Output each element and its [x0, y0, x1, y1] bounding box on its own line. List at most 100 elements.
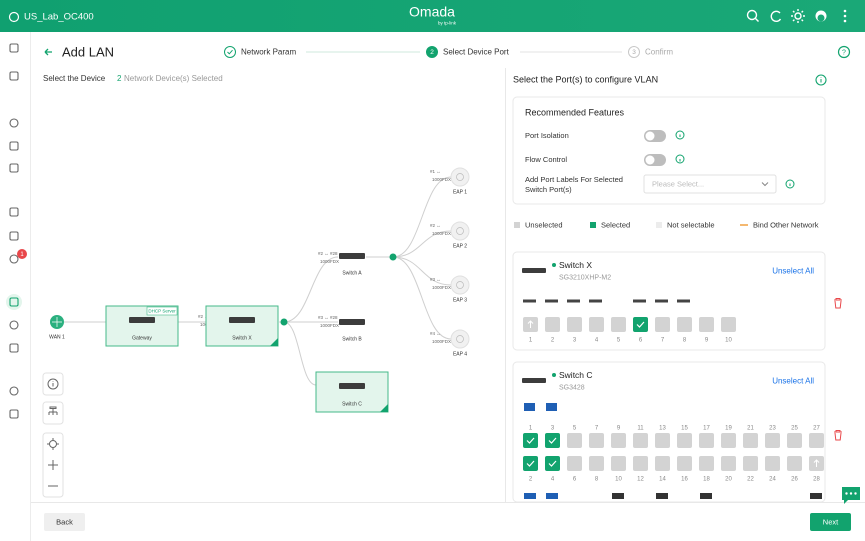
- port[interactable]: 7: [589, 426, 604, 448]
- info-icon[interactable]: [785, 179, 795, 189]
- next-button[interactable]: [810, 513, 851, 531]
- unselect-all[interactable]: Unselect All: [772, 267, 814, 276]
- port-labels-select[interactable]: [643, 174, 777, 194]
- chat-button[interactable]: [842, 487, 860, 504]
- device-node[interactable]: Gateway DHCP Server: [105, 305, 179, 347]
- device-node[interactable]: Switch X: [205, 305, 279, 347]
- port[interactable]: 4: [589, 317, 604, 344]
- port[interactable]: 28: [809, 456, 824, 483]
- port[interactable]: 17: [699, 426, 714, 448]
- port[interactable]: 18: [699, 456, 714, 483]
- port[interactable]: 14: [655, 456, 670, 483]
- more-button[interactable]: [843, 9, 847, 23]
- device-node[interactable]: WAN 1: [49, 315, 65, 340]
- nav-item[interactable]: [9, 163, 19, 173]
- port[interactable]: 10: [721, 317, 736, 344]
- port[interactable]: 16: [677, 456, 692, 483]
- locate-button[interactable]: [47, 438, 59, 450]
- port[interactable]: 6: [633, 317, 648, 344]
- port-square: [589, 456, 604, 471]
- port[interactable]: 4: [545, 456, 560, 483]
- nav-item[interactable]: [9, 118, 19, 128]
- port[interactable]: 19: [721, 426, 736, 448]
- device-node[interactable]: EAP 4: [450, 329, 470, 357]
- zoom-in-button[interactable]: [48, 460, 58, 470]
- device-node[interactable]: Switch C: [315, 371, 389, 413]
- back-button[interactable]: [44, 513, 85, 531]
- port-square: [721, 433, 736, 448]
- port[interactable]: 3: [545, 426, 560, 448]
- port[interactable]: 7: [655, 317, 670, 344]
- delete-button[interactable]: [834, 430, 842, 441]
- nav-item[interactable]: [9, 409, 19, 419]
- nav-item[interactable]: [9, 231, 19, 241]
- port[interactable]: 2: [523, 456, 538, 483]
- port[interactable]: 12: [633, 456, 648, 483]
- unselect-all[interactable]: Unselect All: [772, 377, 814, 386]
- info-icon[interactable]: [675, 130, 685, 140]
- search-button[interactable]: [746, 9, 759, 22]
- nav-item[interactable]: [9, 297, 19, 307]
- device-icon: [339, 383, 365, 389]
- port-check: [548, 437, 557, 444]
- device-node[interactable]: Switch A: [339, 253, 365, 276]
- port[interactable]: 9: [699, 317, 714, 344]
- ap-icon: [450, 167, 470, 187]
- port[interactable]: 15: [677, 426, 692, 448]
- tree-icon: [48, 406, 58, 415]
- top-bar: [0, 0, 865, 32]
- flow-control-toggle[interactable]: [644, 154, 666, 166]
- port[interactable]: 6: [567, 456, 582, 483]
- port[interactable]: 3: [567, 317, 582, 344]
- port-number: 5: [617, 338, 621, 344]
- ap-icon: [450, 221, 470, 241]
- selected-corner: [270, 338, 278, 346]
- port[interactable]: 1: [523, 426, 538, 448]
- port[interactable]: 25: [787, 426, 802, 448]
- back-arrow[interactable]: [44, 48, 52, 56]
- port[interactable]: 11: [633, 426, 648, 448]
- nav-item[interactable]: [9, 141, 19, 151]
- site-name[interactable]: US_Lab_OC400: [24, 12, 94, 23]
- nav-item[interactable]: [9, 71, 19, 81]
- theme-button[interactable]: [791, 9, 805, 23]
- step-check: [227, 49, 233, 55]
- site-icon[interactable]: [8, 11, 20, 23]
- port[interactable]: 27: [809, 426, 824, 448]
- port[interactable]: 8: [677, 317, 692, 344]
- device-node[interactable]: EAP 3: [450, 275, 470, 303]
- info-icon[interactable]: [675, 154, 685, 164]
- port[interactable]: 22: [743, 456, 758, 483]
- port[interactable]: 26: [787, 456, 802, 483]
- delete-button[interactable]: [834, 298, 842, 309]
- port[interactable]: 9: [611, 426, 626, 448]
- help-button[interactable]: [837, 45, 851, 59]
- refresh-button[interactable]: [770, 10, 782, 23]
- port-number: 18: [703, 477, 710, 483]
- port[interactable]: 21: [743, 426, 758, 448]
- port[interactable]: 5: [611, 317, 626, 344]
- info-icon[interactable]: [815, 74, 827, 86]
- port[interactable]: 20: [721, 456, 736, 483]
- port-isolation-toggle[interactable]: [644, 130, 666, 142]
- nav-item[interactable]: [9, 343, 19, 353]
- nav-item[interactable]: [9, 43, 19, 53]
- nav-item[interactable]: [9, 320, 19, 330]
- device-node[interactable]: EAP 1: [450, 167, 470, 195]
- device-node[interactable]: Switch B: [339, 319, 365, 342]
- port[interactable]: 13: [655, 426, 670, 448]
- nav-item[interactable]: [9, 254, 19, 264]
- port[interactable]: 23: [765, 426, 780, 448]
- port[interactable]: 1: [523, 317, 538, 344]
- device-node[interactable]: EAP 2: [450, 221, 470, 249]
- port[interactable]: 5: [567, 426, 582, 448]
- port-device-icon: [523, 299, 536, 303]
- nav-item[interactable]: [9, 386, 19, 396]
- port[interactable]: 2: [545, 317, 560, 344]
- device-label: Gateway: [132, 335, 152, 341]
- legend-label: Bind Other Network: [753, 220, 819, 229]
- port[interactable]: 24: [765, 456, 780, 483]
- port[interactable]: 8: [589, 456, 604, 483]
- port[interactable]: 10: [611, 456, 626, 483]
- nav-item[interactable]: [9, 207, 19, 217]
